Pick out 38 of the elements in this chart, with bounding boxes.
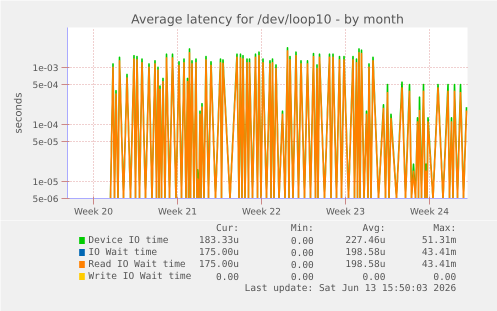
text: 0.00 (362, 272, 386, 283)
legend-label: IO Wait time (88, 247, 158, 258)
text: 175.00u (198, 259, 239, 270)
text: 43.41m (422, 259, 457, 270)
text: 0.00 (290, 236, 314, 247)
y-tick-label: 5e-05 (32, 138, 59, 148)
x-tick-label: Week 20 (74, 208, 114, 218)
text: 51.31m (422, 235, 457, 246)
y-tick-label: 5e-06 (32, 195, 59, 205)
x-tick-label: Week 21 (158, 208, 197, 218)
text: 198.58u (345, 247, 386, 258)
text: Cur: (216, 223, 239, 234)
text: Avg: (362, 223, 386, 234)
text: 227.46u (345, 235, 386, 246)
x-tick-label: Week 24 (410, 208, 450, 218)
text: Min: (290, 223, 314, 234)
legend-label: Device IO time (88, 235, 169, 246)
text: 0.00 (290, 248, 314, 259)
text: 0.00 (216, 272, 240, 283)
y-tick-label: 1e-03 (32, 64, 59, 74)
text: 198.58u (345, 259, 386, 270)
y-tick-label: 1e-04 (32, 120, 59, 131)
text: 0.00 (433, 272, 457, 283)
text: 175.00u (198, 247, 239, 258)
y-tick-label: 1e-05 (32, 178, 59, 188)
x-tick-label: Week 22 (242, 208, 281, 218)
chart-title: Average latency for /dev/loop10 - by month (131, 12, 404, 26)
y-tick-label: 5e-04 (32, 81, 59, 91)
y-axis-title: seconds (14, 92, 25, 134)
text: Last update: Sat Jun 13 15:50:03 2026 (244, 283, 457, 294)
text: 0.00 (290, 260, 314, 271)
text: 43.41m (422, 247, 457, 258)
text: Max: (433, 223, 456, 234)
text: 183.33u (198, 235, 239, 246)
legend-label: Write IO Wait time (88, 271, 192, 282)
text: 0.00 (290, 272, 314, 283)
legend-label: Read IO Wait time (88, 259, 186, 270)
x-tick-label: Week 23 (326, 208, 365, 218)
